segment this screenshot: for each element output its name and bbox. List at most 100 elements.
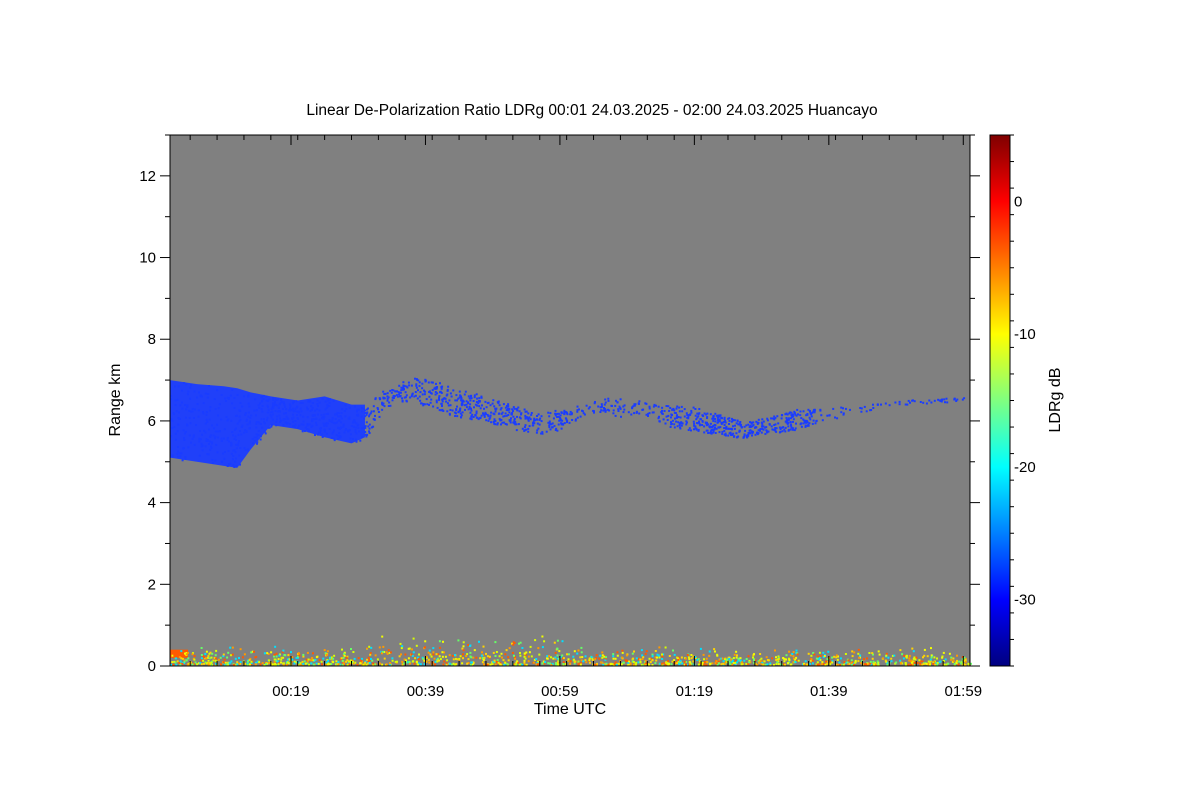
noise-pixel [345, 660, 348, 663]
cloud-pixel [500, 418, 503, 421]
noise-pixel [523, 659, 526, 662]
cloud-pixel [299, 407, 302, 410]
cloud-pixel [460, 404, 463, 407]
cloud-pixel [683, 415, 686, 418]
cloud-pixel [800, 425, 803, 428]
noise-pixel [658, 646, 661, 649]
cloud-pixel [227, 418, 230, 421]
cloud-core [170, 380, 365, 468]
noise-pixel [908, 654, 911, 657]
cloud-pixel [209, 406, 212, 409]
cloud-pixel [285, 412, 287, 415]
cloud-pixel [597, 405, 600, 408]
cloud-pixel [207, 393, 210, 395]
cloud-pixel [183, 437, 186, 440]
noise-pixel [869, 660, 872, 663]
noise-pixel [329, 656, 331, 659]
cloud-pixel [641, 408, 644, 411]
noise-pixel [255, 661, 257, 664]
noise-pixel [222, 661, 225, 664]
cloud-pixel [607, 399, 610, 402]
cloud-pixel [695, 418, 698, 421]
noise-pixel [921, 660, 924, 663]
cloud-pixel [587, 407, 590, 410]
cloud-pixel [177, 450, 180, 453]
noise-pixel [703, 658, 705, 661]
cloud-pixel [441, 408, 444, 411]
cloud-pixel [780, 417, 783, 420]
noise-pixel [869, 662, 872, 665]
cloud-pixel [792, 415, 795, 418]
noise-pixel [763, 660, 766, 663]
noise-pixel [939, 660, 942, 663]
noise-pixel [718, 658, 721, 661]
cloud-pixel [221, 460, 223, 463]
cloud-pixel [672, 407, 675, 410]
noise-pixel [537, 660, 539, 663]
noise-pixel [863, 663, 866, 666]
noise-pixel [276, 660, 279, 663]
noise-pixel [960, 662, 963, 665]
noise-pixel [813, 653, 816, 656]
noise-pixel [321, 663, 323, 666]
cloud-pixel [718, 426, 721, 429]
cloud-pixel [782, 426, 785, 429]
cloud-pixel [248, 420, 251, 423]
noise-pixel [516, 660, 519, 663]
cloud-pixel [184, 404, 187, 407]
cloud-pixel [311, 407, 314, 410]
noise-pixel [769, 662, 772, 665]
cloud-pixel [489, 416, 492, 419]
cloud-pixel [455, 408, 458, 411]
noise-pixel [676, 662, 679, 665]
noise-pixel [368, 658, 371, 661]
noise-pixel [567, 658, 570, 661]
noise-pixel [205, 650, 208, 653]
cloud-pixel [184, 457, 187, 460]
cloud-pixel [243, 431, 246, 434]
cloud-pixel [452, 389, 455, 392]
noise-pixel [435, 653, 438, 656]
cloud-pixel [548, 420, 551, 423]
noise-pixel [762, 660, 765, 663]
noise-pixel [792, 651, 795, 653]
noise-pixel [573, 662, 576, 665]
noise-pixel [589, 657, 591, 660]
cloud-pixel [752, 424, 755, 427]
cloud-pixel [321, 417, 324, 420]
noise-pixel [469, 644, 472, 647]
noise-pixel [932, 662, 935, 665]
noise-pixel [342, 656, 345, 659]
noise-pixel [728, 656, 731, 659]
cloud-pixel [232, 434, 234, 437]
cloud-pixel [333, 429, 335, 432]
noise-pixel [657, 654, 660, 657]
noise-pixel [505, 649, 508, 652]
cloud-pixel [506, 405, 509, 408]
cloud-pixel [815, 420, 818, 423]
cloud-pixel [255, 433, 258, 436]
noise-pixel [185, 653, 188, 656]
cloud-pixel [955, 400, 958, 402]
noise-pixel [580, 646, 583, 649]
cloud-pixel [781, 414, 784, 416]
noise-pixel [524, 663, 527, 666]
noise-pixel [304, 662, 307, 665]
noise-pixel [180, 657, 183, 660]
noise-pixel [528, 651, 531, 654]
noise-pixel [297, 656, 299, 659]
noise-pixel [366, 658, 368, 661]
cloud-pixel [505, 414, 508, 417]
cloud-pixel [248, 405, 251, 408]
cloud-pixel [525, 428, 528, 431]
cloud-pixel [467, 395, 470, 398]
noise-pixel [585, 661, 588, 664]
cloud-pixel [311, 402, 314, 404]
noise-pixel [492, 660, 495, 663]
cloud-pixel [414, 377, 416, 380]
cloud-pixel [770, 425, 773, 428]
cloud-pixel [425, 398, 428, 401]
cloud-pixel [334, 413, 337, 416]
cloud-pixel [190, 410, 193, 413]
noise-pixel [628, 663, 631, 666]
